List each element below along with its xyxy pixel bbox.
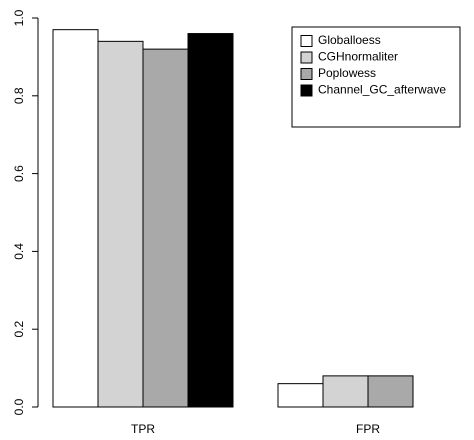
bar [322,375,369,408]
legend-swatch [300,35,313,47]
legend-swatch [300,68,313,80]
bar [142,48,189,408]
legend-box [291,26,461,128]
y-tick-label: 0.4 [12,243,26,260]
legend-label: Poplowess [318,66,376,80]
bar [52,29,99,408]
bar [97,40,144,408]
bar [277,383,324,408]
bar [187,33,234,408]
x-tick-label: TPR [131,422,155,436]
y-tick-label: 0.8 [12,87,26,104]
x-tick-label: FPR [356,422,380,436]
y-tick-label: 1.0 [12,9,26,26]
y-tick-label: 0.6 [12,165,26,182]
legend-label: Channel_GC_afterwave [318,83,446,97]
legend-label: Globalloess [318,33,381,47]
legend-label: CGHnormaliter [318,50,398,64]
legend-swatch [300,51,313,64]
bar [367,375,414,408]
y-tick-label: 0.0 [12,398,26,415]
y-tick-label: 0.2 [12,321,26,338]
legend-swatch [300,84,313,97]
